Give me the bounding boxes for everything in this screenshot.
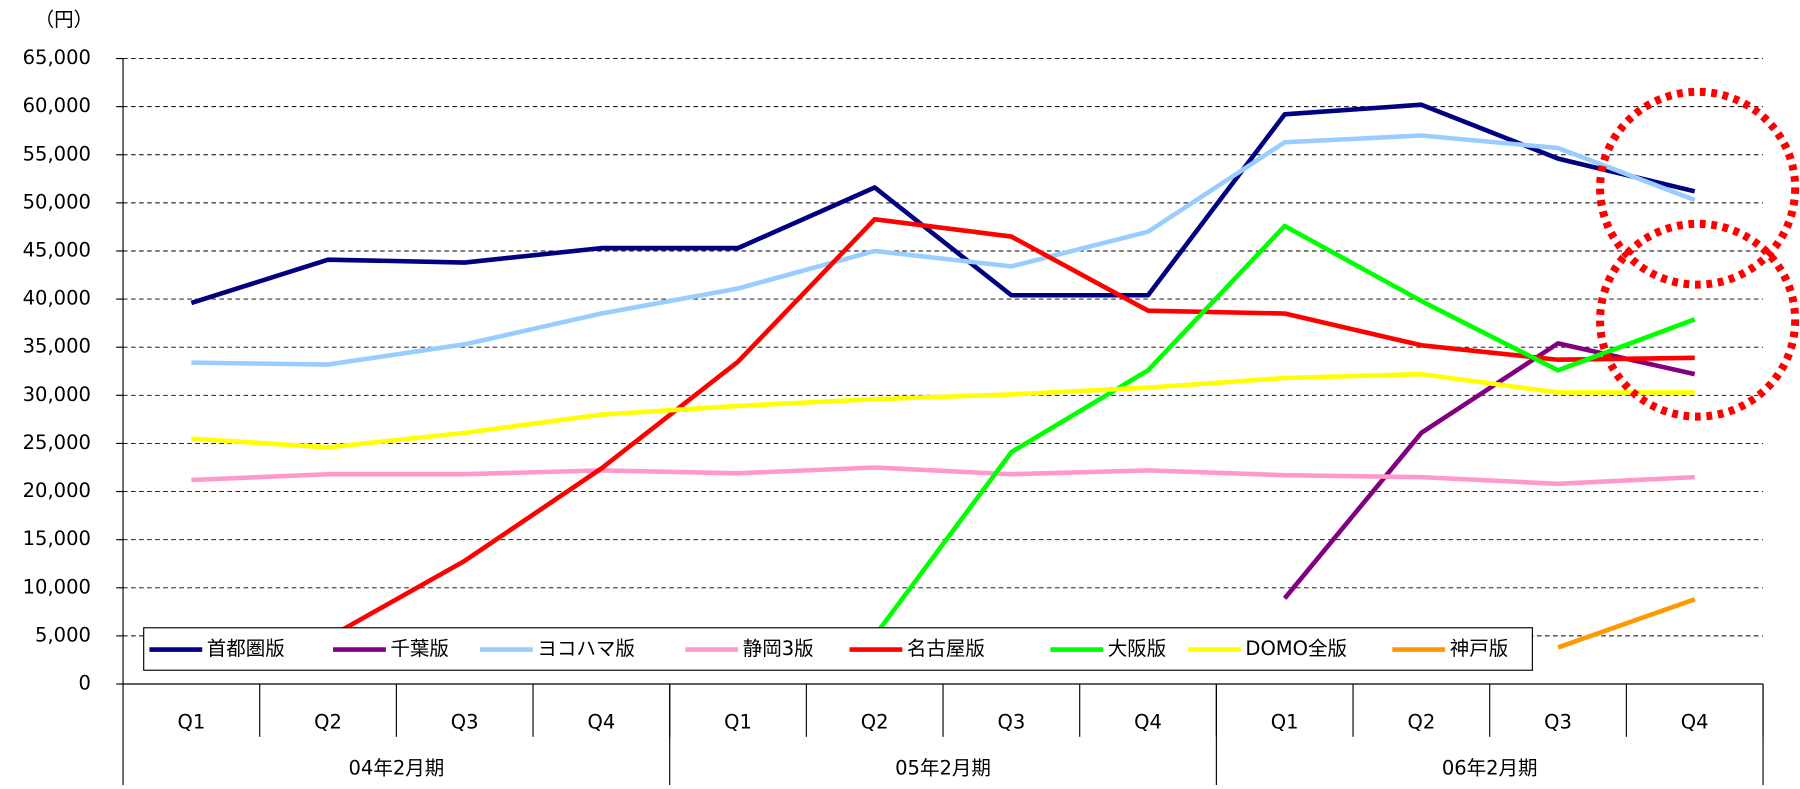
y-tick-label: 65,000 <box>23 46 91 69</box>
x-tick-label: Q2 <box>314 711 342 734</box>
y-tick-label: 25,000 <box>23 431 91 454</box>
x-tick-label: Q4 <box>587 711 615 734</box>
series-line <box>191 133 1696 367</box>
series-line <box>191 371 1695 450</box>
highlight-circle <box>1596 87 1800 289</box>
y-tick-label: 60,000 <box>23 94 91 117</box>
legend-label: 首都圏版 <box>207 637 285 660</box>
highlight-circle <box>1596 219 1800 421</box>
series-line <box>191 465 1695 487</box>
group-label: 06年2月期 <box>1442 756 1538 779</box>
legend-label: DOMO全版 <box>1245 637 1347 660</box>
x-tick-label: Q1 <box>1271 711 1299 734</box>
legend-label: 大阪版 <box>1108 637 1167 660</box>
series-line <box>1557 597 1696 650</box>
x-tick-label: Q4 <box>1681 711 1709 734</box>
legend-label: 神戸版 <box>1450 637 1509 660</box>
y-unit: （円） <box>35 8 94 31</box>
y-tick-label: 0 <box>78 672 90 695</box>
x-tick-label: Q2 <box>1407 711 1435 734</box>
y-tick-label: 45,000 <box>23 238 91 261</box>
y-tick-label: 50,000 <box>23 190 91 213</box>
x-tick-label: Q3 <box>451 711 479 734</box>
y-tick-label: 15,000 <box>23 527 91 550</box>
x-tick-label: Q4 <box>1134 711 1162 734</box>
y-tick-label: 5,000 <box>35 623 91 646</box>
x-tick-label: Q1 <box>177 711 205 734</box>
y-tick-label: 30,000 <box>23 383 91 406</box>
series-line <box>872 223 1696 638</box>
y-tick-label: 20,000 <box>23 479 91 502</box>
x-tick-label: Q3 <box>997 711 1025 734</box>
legend-label: 名古屋版 <box>907 637 985 660</box>
group-label: 05年2月期 <box>895 756 991 779</box>
x-tick-label: Q3 <box>1544 711 1572 734</box>
legend-label: 静岡3版 <box>743 637 814 660</box>
x-tick-label: Q2 <box>861 711 889 734</box>
group-label: 04年2月期 <box>349 756 445 779</box>
y-tick-label: 40,000 <box>23 287 91 310</box>
series-line <box>190 102 1696 306</box>
legend-label: 千葉版 <box>390 637 449 660</box>
x-tick-label: Q1 <box>724 711 752 734</box>
y-tick-label: 10,000 <box>23 575 91 598</box>
series-line <box>326 216 1695 640</box>
y-tick-label: 55,000 <box>23 142 91 165</box>
legend-label: ヨコハマ版 <box>537 637 635 660</box>
y-tick-label: 35,000 <box>23 335 91 358</box>
